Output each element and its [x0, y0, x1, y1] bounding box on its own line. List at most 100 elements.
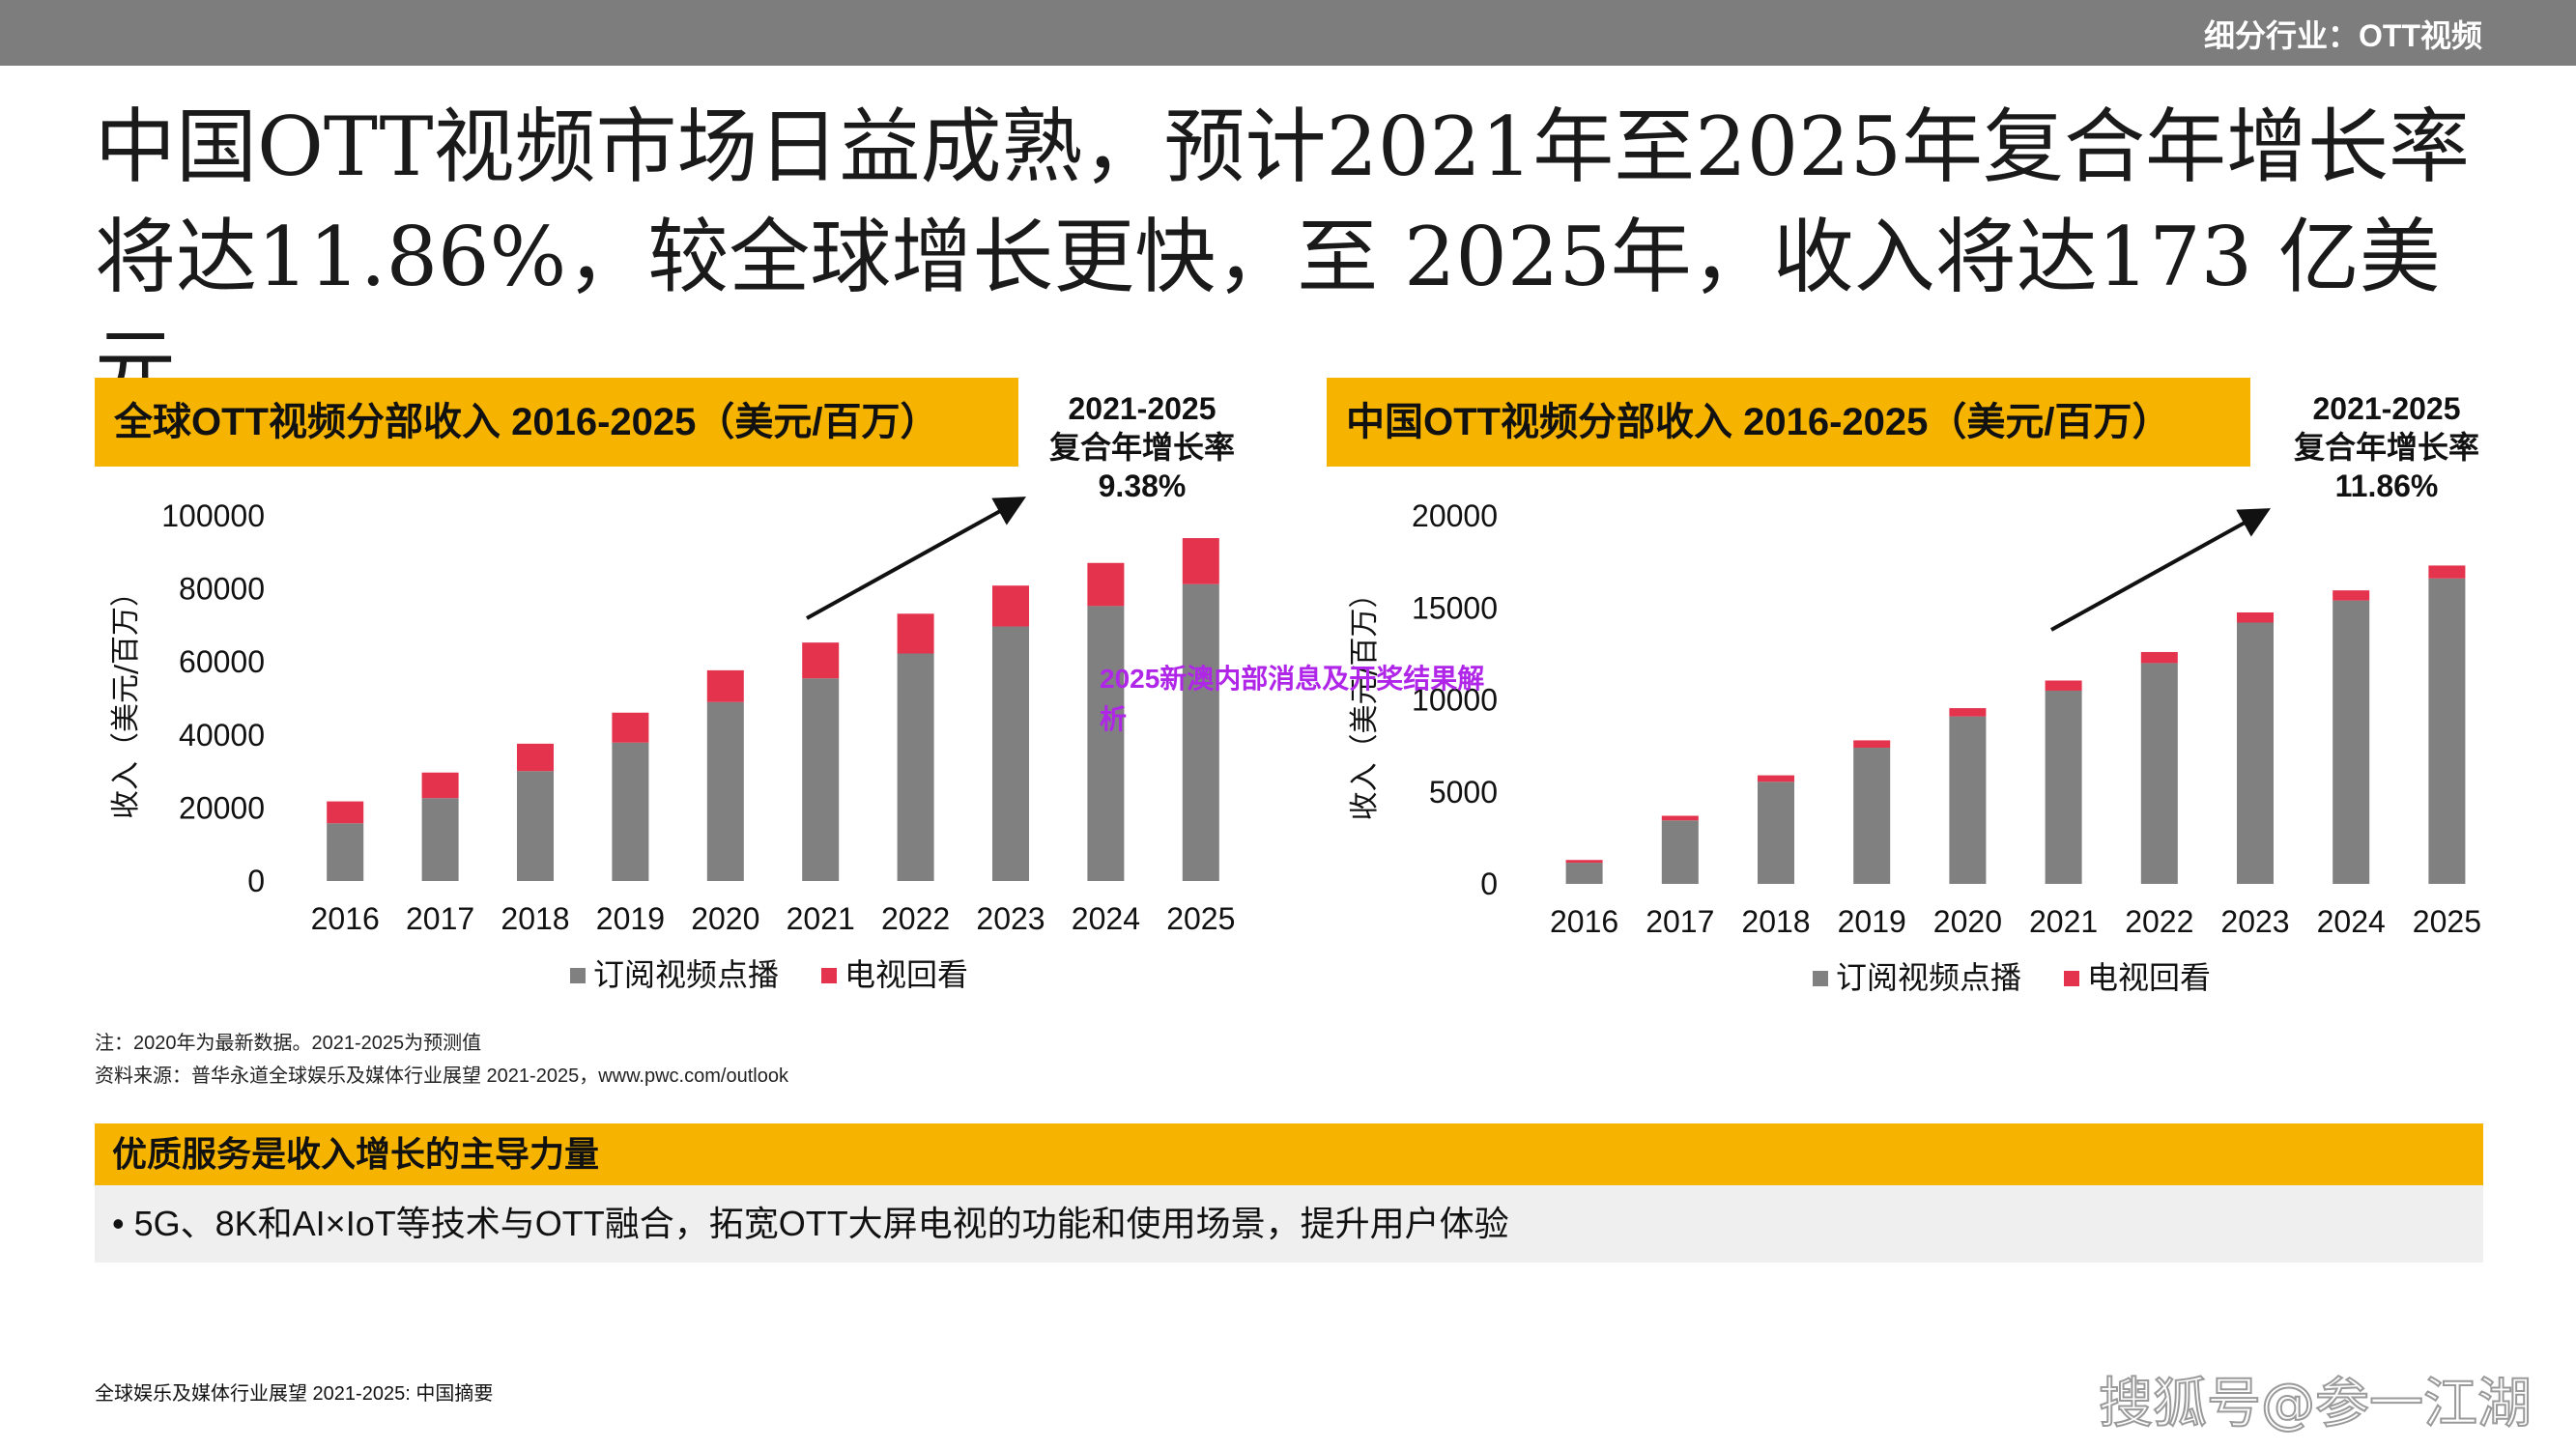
- bar-catchup: [897, 613, 934, 654]
- bar-svod: [1853, 748, 1891, 884]
- y-tick-label: 80000: [179, 572, 265, 607]
- x-tick-label: 2016: [311, 901, 380, 936]
- bar-catchup: [2333, 590, 2370, 601]
- bar-svod: [1661, 820, 1699, 884]
- service-heading: 优质服务是收入增长的主导力量: [95, 1123, 2483, 1185]
- legend-swatch-catchup: [2064, 971, 2079, 986]
- bar-svod: [421, 798, 459, 881]
- bar-svod: [802, 678, 840, 881]
- x-tick-label: 2024: [1072, 901, 1140, 936]
- data-note: 注：2020年为最新数据。2021-2025为预测值: [95, 1033, 482, 1054]
- x-tick-label: 2018: [1741, 904, 1810, 939]
- bar-catchup: [1949, 708, 1987, 717]
- legend-label-catchup: 电视回看: [2087, 959, 2211, 996]
- legend-swatch-catchup: [821, 968, 837, 983]
- legend-label-catchup: 电视回看: [844, 956, 968, 993]
- y-tick-label: 5000: [1429, 775, 1498, 810]
- bar-catchup: [327, 801, 364, 824]
- bar-svod: [706, 701, 744, 881]
- bar-catchup: [1758, 775, 1794, 782]
- china-cagr-value: 11.86%: [2334, 469, 2439, 503]
- global-cagr-value: 9.38%: [1098, 469, 1187, 503]
- bar-svod: [2045, 690, 2082, 884]
- bar-catchup: [612, 712, 649, 743]
- bar-svod: [2333, 600, 2370, 884]
- service-bullet: • 5G、8K和AI×IoT等技术与OTT融合，拓宽OTT大屏电视的功能和使用场…: [95, 1185, 2483, 1263]
- x-tick-label: 2021: [787, 901, 855, 936]
- china-revenue-chart: 0 5000 10000 15000 20000 收入（美元/百万） 2016 2017 201…: [1348, 498, 2481, 996]
- x-tick-label: 2017: [406, 901, 474, 936]
- global-cagr-annotation: 2021-2025 复合年增长率 9.38%: [987, 389, 1297, 505]
- bar-catchup: [802, 642, 840, 679]
- legend-label-svod: 订阅视频点播: [593, 956, 779, 993]
- bar-catchup: [421, 772, 459, 799]
- bar-svod: [612, 742, 649, 881]
- x-tick-label: 2019: [596, 901, 665, 936]
- x-tick-label: 2017: [1646, 904, 1714, 939]
- bar-catchup: [992, 585, 1029, 627]
- section-tag: 细分行业：OTT视频: [2204, 18, 2482, 53]
- bar-svod: [517, 771, 554, 881]
- bar-catchup: [1565, 860, 1603, 864]
- cagr-trend-arrow: [2050, 508, 2271, 632]
- x-tick-label: 2025: [1166, 901, 1235, 936]
- x-tick-label: 2023: [976, 901, 1045, 936]
- legend-swatch-svod: [570, 968, 586, 983]
- y-axis-title: 收入（美元/百万）: [109, 578, 143, 819]
- bar-svod: [2140, 663, 2178, 884]
- bar-svod: [1182, 583, 1219, 881]
- bar-catchup: [706, 669, 744, 702]
- bar-svod: [1087, 606, 1125, 881]
- bar-svod: [1758, 781, 1794, 884]
- footer-source: 全球娱乐及媒体行业展望 2021-2025: 中国摘要: [95, 1383, 494, 1405]
- bar-catchup: [2140, 651, 2178, 664]
- x-tick-label: 2023: [2220, 904, 2289, 939]
- global-cagr-years: 2021-2025: [1068, 391, 1216, 426]
- bar-svod: [992, 626, 1029, 881]
- bar-catchup: [1661, 815, 1699, 821]
- bar-svod: [1949, 716, 1987, 884]
- china-cagr-years: 2021-2025: [2312, 391, 2461, 426]
- x-tick-label: 2025: [2413, 904, 2481, 939]
- china-cagr-label: 复合年增长率: [2293, 430, 2479, 465]
- x-tick-label: 2016: [1550, 904, 1618, 939]
- legend-label-svod: 订阅视频点播: [1836, 959, 2021, 996]
- overlay-watermark-text: 2025新澳内部消息及开奖结果解析: [1100, 664, 1485, 734]
- page-title: 中国OTT视频市场日益成熟，预计2021年至2025年复合年增长率将达11.86…: [95, 99, 2471, 414]
- x-tick-label: 2022: [881, 901, 950, 936]
- x-tick-label: 2021: [2029, 904, 2098, 939]
- bar-svod: [1565, 863, 1603, 884]
- bar-svod: [2237, 622, 2274, 884]
- x-tick-label: 2018: [501, 901, 569, 936]
- bar-catchup: [2428, 565, 2466, 579]
- bar-svod: [897, 653, 934, 881]
- y-tick-label: 0: [1480, 867, 1498, 901]
- bar-catchup: [1182, 538, 1219, 584]
- data-source: 资料来源：普华永道全球娱乐及媒体行业展望 2021-2025，www.pwc.c…: [95, 1065, 788, 1087]
- bar-svod: [327, 823, 364, 881]
- global-revenue-chart: 0 20000 40000 60000 80000 100000 收入（美元/百万） 2016…: [109, 497, 1235, 993]
- x-tick-label: 2020: [1933, 904, 2002, 939]
- y-tick-label: 100000: [161, 498, 265, 533]
- x-tick-label: 2022: [2125, 904, 2193, 939]
- y-tick-label: 20000: [1412, 498, 1498, 533]
- bar-catchup: [2045, 680, 2082, 691]
- x-tick-label: 2019: [1838, 904, 1906, 939]
- y-tick-label: 60000: [179, 644, 265, 679]
- y-tick-label: 40000: [179, 718, 265, 753]
- bar-catchup: [1087, 562, 1125, 607]
- legend-swatch-svod: [1813, 971, 1828, 986]
- china-cagr-annotation: 2021-2025 复合年增长率 11.86%: [2232, 389, 2541, 505]
- bar-catchup: [1853, 740, 1891, 749]
- top-bar: 细分行业：OTT视频: [0, 0, 2576, 66]
- bar-svod: [2428, 578, 2466, 884]
- global-chart-title: 全球OTT视频分部收入 2016-2025（美元/百万）: [95, 378, 1018, 467]
- y-tick-label: 20000: [179, 790, 265, 825]
- bar-catchup: [2237, 612, 2274, 623]
- bar-catchup: [517, 743, 554, 772]
- china-chart-title: 中国OTT视频分部收入 2016-2025（美元/百万）: [1327, 378, 2250, 467]
- y-tick-label: 0: [247, 864, 265, 898]
- y-tick-label: 15000: [1412, 590, 1498, 625]
- x-tick-label: 2024: [2317, 904, 2386, 939]
- y-axis-title: 收入（美元/百万）: [1348, 579, 1382, 820]
